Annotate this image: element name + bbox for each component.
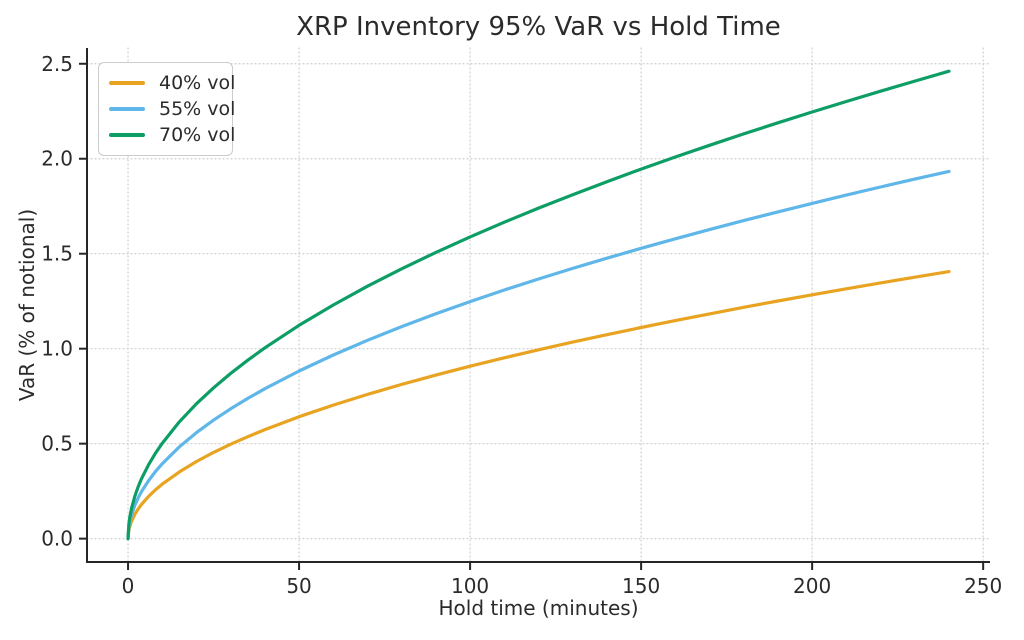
legend-swatch-55-vol [109, 107, 145, 111]
chart-title: XRP Inventory 95% VaR vs Hold Time [296, 12, 781, 42]
x-tick-label: 200 [793, 574, 831, 598]
legend-item: 55% vol [109, 96, 235, 122]
series-line-40-vol [126, 270, 951, 541]
legend: 40% vol 55% vol 70% vol [98, 62, 235, 156]
series-line-55-vol [126, 169, 951, 541]
x-tick-label: 250 [964, 574, 1002, 598]
legend-label: 70% vol [159, 124, 236, 146]
y-tick-label: 2.5 [41, 52, 73, 76]
y-tick-label: 0.5 [41, 432, 73, 456]
legend-label: 40% vol [159, 72, 236, 94]
y-axis-label: VaR (% of notional) [15, 208, 39, 402]
legend-swatch-40-vol [109, 81, 145, 85]
y-tick-label: 1.5 [41, 242, 73, 266]
legend-item: 70% vol [109, 122, 235, 148]
y-tick-label: 2.0 [41, 147, 73, 171]
legend-swatch-70-vol [109, 133, 145, 137]
y-tick-label: 0.0 [41, 527, 73, 551]
series-line-70-vol [126, 69, 951, 541]
legend-label: 55% vol [159, 98, 236, 120]
x-tick-label: 0 [122, 574, 135, 598]
x-axis-label: Hold time (minutes) [438, 596, 639, 620]
y-tick-label: 1.0 [41, 337, 73, 361]
x-tick-label: 50 [286, 574, 311, 598]
x-tick-label: 100 [451, 574, 489, 598]
legend-item: 40% vol [109, 70, 235, 96]
x-tick-label: 150 [622, 574, 660, 598]
